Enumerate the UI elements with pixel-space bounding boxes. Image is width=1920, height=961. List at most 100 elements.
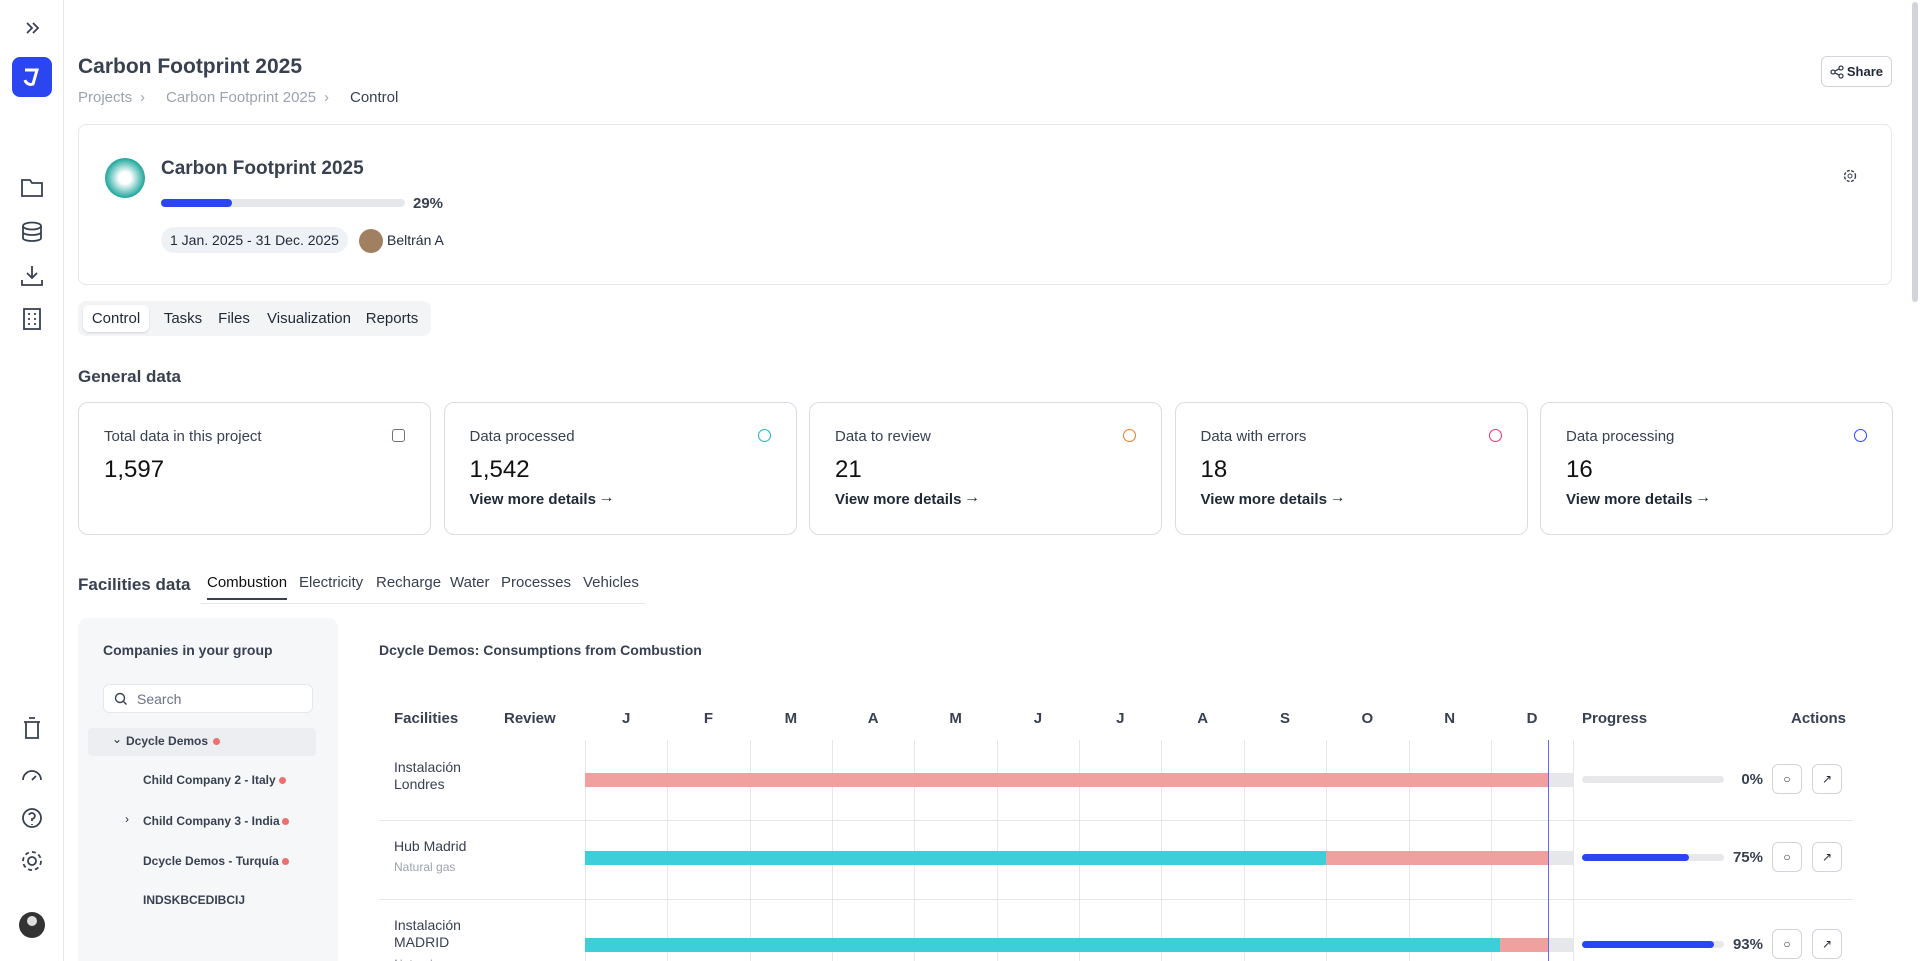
stat-link[interactable]: View more details [1200, 491, 1327, 508]
stat-card: Data with errors 18 View more details → [1174, 402, 1528, 535]
stat-card: Data processing 16 View more details → [1540, 402, 1893, 535]
facility-name[interactable]: Instalación MADRID [394, 917, 461, 950]
column-header: Review [504, 710, 556, 727]
facility-tab[interactable]: Processes [501, 574, 572, 591]
expand-icon: ⌄ [112, 732, 123, 746]
comment-button[interactable]: ○ [1772, 929, 1802, 959]
facility-tab[interactable]: Electricity [299, 574, 364, 591]
company[interactable]: Dcycle Demos - Turquía [143, 854, 279, 868]
progress-label: 93% [1732, 936, 1763, 953]
tab[interactable]: Files [218, 310, 250, 327]
stat-card: Data processed 1,542 View more details → [443, 402, 797, 535]
month-divider [1326, 740, 1328, 961]
comment-button[interactable]: ○ [1772, 842, 1802, 872]
today-line [1548, 740, 1549, 961]
search-box[interactable]: Search [103, 684, 313, 713]
open-button[interactable]: ↗ [1812, 764, 1842, 794]
status-dot [282, 818, 289, 825]
tab[interactable]: Reports [365, 310, 419, 327]
stat-label: Data with errors [1200, 428, 1307, 445]
progress-fill [161, 199, 232, 207]
month-header: J [1033, 710, 1043, 727]
facility-name[interactable]: Instalación Londres [394, 759, 461, 792]
month-header: F [703, 710, 714, 727]
timeline-done [585, 938, 1500, 952]
breadcrumb-item: Control [350, 89, 399, 106]
tab[interactable]: Visualization [267, 310, 351, 327]
month-divider [1079, 740, 1081, 961]
facility-tab[interactable]: Water [450, 574, 490, 591]
open-button[interactable]: ↗ [1812, 929, 1842, 959]
stat-card: Data to review 21 View more details → [809, 402, 1162, 535]
company[interactable]: Dcycle Demos [126, 734, 209, 748]
open-button[interactable]: ↗ [1812, 842, 1842, 872]
breadcrumb-sep: › [324, 89, 329, 106]
company[interactable]: Child Company 2 - Italy [143, 773, 276, 787]
share-icon [1830, 65, 1844, 79]
progress-fill [1582, 854, 1689, 861]
tab[interactable]: Control [83, 305, 149, 332]
share-button[interactable]: Share [1821, 56, 1892, 87]
stat-link[interactable]: View more details [1566, 491, 1693, 508]
status-dot [282, 858, 289, 865]
breadcrumb-item[interactable]: Projects [78, 89, 133, 106]
month-header: S [1279, 710, 1290, 727]
facility-sub: Natural gas [394, 957, 455, 961]
table-title: Dcycle Demos: Consumptions from Combusti… [379, 642, 702, 658]
stat-value: 16 [1566, 456, 1593, 483]
settings-icon[interactable] [1842, 168, 1858, 184]
project-card: Carbon Footprint 2025 29% 1 Jan. 2025 - … [78, 124, 1892, 285]
row-divider [380, 899, 1852, 900]
tree-row-highlight [88, 728, 316, 756]
month-header: M [784, 710, 798, 727]
facility-tab[interactable]: Combustion [207, 574, 288, 600]
share-label: Share [1846, 64, 1883, 79]
progress-track [1582, 776, 1724, 783]
facilities-tabs: Combustion Electricity Recharge Water Proces… [201, 570, 645, 604]
progress-label: 29% [413, 195, 444, 212]
month-divider [1161, 740, 1163, 961]
row-divider [380, 820, 1852, 821]
tab[interactable]: Tasks [163, 310, 203, 327]
timeline-missing [1500, 938, 1548, 952]
date-range: 1 Jan. 2025 - 31 Dec. 2025 [161, 227, 348, 253]
month-divider [1243, 740, 1245, 961]
page-title: Carbon Footprint 2025 [78, 55, 303, 78]
stat-value: 1,542 [469, 456, 530, 483]
stat-icon [392, 429, 405, 442]
stat-value: 21 [835, 456, 862, 483]
company[interactable]: INDSKBCEDIBCIJ [143, 893, 246, 907]
panel-title: Companies in your group [103, 642, 273, 658]
stat-icon [1854, 429, 1867, 442]
column-header: Progress [1582, 710, 1648, 727]
facility-tab[interactable]: Vehicles [583, 574, 639, 591]
facility-tab[interactable]: Recharge [376, 574, 442, 591]
month-divider [1573, 740, 1575, 961]
month-divider [667, 740, 669, 961]
month-divider [749, 740, 751, 961]
comment-button[interactable]: ○ [1772, 764, 1802, 794]
stat-link[interactable]: View more details [469, 491, 596, 508]
breadcrumb-sep: › [140, 89, 145, 106]
month-header: A [1197, 710, 1209, 727]
search-icon [114, 692, 127, 705]
company[interactable]: Child Company 3 - India [143, 814, 280, 828]
stat-icon [1123, 429, 1136, 442]
stat-icon [1488, 429, 1502, 442]
month-divider [996, 740, 998, 961]
project-icon [105, 158, 145, 198]
status-dot [279, 777, 286, 784]
link-arrow: → [598, 489, 615, 506]
progress-fill [1582, 941, 1715, 948]
facility-sub: Natural gas [394, 860, 456, 874]
timeline-missing [585, 773, 1548, 787]
scrollbar [1912, 2, 1918, 302]
breadcrumb-item[interactable]: Carbon Footprint 2025 [166, 89, 317, 106]
facility-name[interactable]: Hub Madrid [394, 838, 467, 854]
link-arrow: → [1695, 489, 1711, 506]
month-header: N [1444, 710, 1456, 727]
column-header: Facilities [394, 710, 459, 727]
stat-link[interactable]: View more details [835, 491, 962, 508]
project-title: Carbon Footprint 2025 [161, 158, 364, 179]
